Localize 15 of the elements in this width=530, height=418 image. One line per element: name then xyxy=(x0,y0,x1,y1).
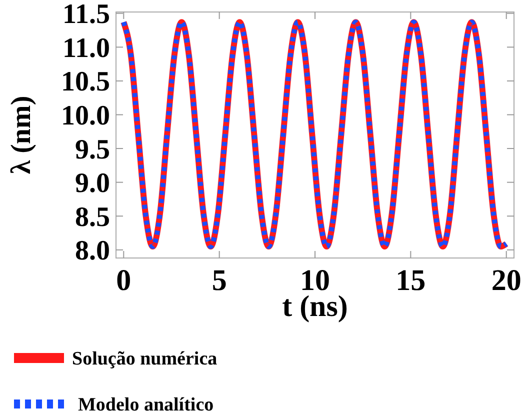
x-tick-label: 0 xyxy=(116,264,132,297)
legend-label: Solução numérica xyxy=(72,348,218,370)
y-tick-label: 9.5 xyxy=(75,134,110,166)
y-tick-label: 8.5 xyxy=(75,202,110,233)
y-tick-label: 8.0 xyxy=(75,236,110,267)
legend-label: Modelo analítico xyxy=(78,394,214,416)
x-tick-label: 15 xyxy=(396,264,426,297)
y-tick-label: 10.5 xyxy=(61,66,110,98)
y-tick-label: 11.0 xyxy=(62,32,110,64)
x-tick-label: 20 xyxy=(491,264,522,297)
y-tick-label: 9.0 xyxy=(75,168,110,200)
y-axis-title: λ (nm) xyxy=(6,96,37,174)
y-tick-label: 10.0 xyxy=(61,100,110,132)
x-tick-label: 5 xyxy=(212,264,227,297)
y-tick-label: 11.5 xyxy=(62,0,110,30)
